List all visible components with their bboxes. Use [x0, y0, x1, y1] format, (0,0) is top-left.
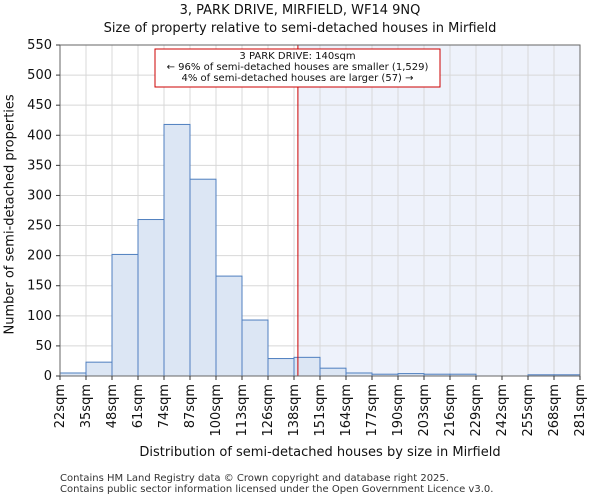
footer-copyright: Contains HM Land Registry data © Crown c… — [60, 473, 449, 484]
x-tick-label: 203sqm — [417, 384, 432, 437]
x-tick-label: 138sqm — [287, 384, 302, 437]
y-tick-label: 200 — [27, 249, 52, 264]
y-tick-label: 100 — [27, 309, 52, 324]
x-tick-label: 177sqm — [365, 384, 380, 437]
chart-title-line1: 3, PARK DRIVE, MIRFIELD, WF14 9NQ — [179, 3, 421, 18]
x-tick-label: 74sqm — [157, 384, 172, 428]
annotation-line1: 3 PARK DRIVE: 140sqm — [239, 51, 356, 62]
footer-licence: Contains public sector information licen… — [60, 484, 494, 495]
x-tick-label: 216sqm — [443, 384, 458, 437]
y-tick-label: 250 — [27, 219, 52, 234]
x-axis-label: Distribution of semi-detached houses by … — [139, 445, 501, 460]
x-tick-label: 87sqm — [183, 384, 198, 428]
x-tick-label: 48sqm — [105, 384, 120, 428]
highlight-region — [297, 45, 580, 376]
y-tick-label: 50 — [35, 339, 52, 354]
x-tick-label: 255sqm — [521, 384, 536, 437]
x-tick-label: 281sqm — [573, 384, 588, 437]
x-tick-label: 35sqm — [79, 384, 94, 428]
annotation-box — [154, 48, 441, 88]
chart-title-line2: Size of property relative to semi-detach… — [103, 21, 497, 36]
y-tick-label: 550 — [27, 38, 52, 53]
x-tick-label: 100sqm — [209, 384, 224, 437]
y-tick-label: 350 — [27, 158, 52, 173]
annotation-line2: ← 96% of semi-detached houses are smalle… — [166, 62, 429, 73]
x-tick-label: 151sqm — [313, 384, 328, 437]
x-tick-label: 22sqm — [53, 384, 68, 428]
x-tick-label: 242sqm — [495, 384, 510, 437]
y-tick-label: 450 — [27, 98, 52, 113]
y-tick-label: 300 — [27, 188, 52, 203]
x-tick-label: 190sqm — [391, 384, 406, 437]
y-axis-label-text: Number of semi-detached properties — [2, 94, 18, 335]
histogram-bar — [189, 178, 217, 377]
x-tick-label: 61sqm — [131, 384, 146, 428]
y-tick-label: 400 — [27, 128, 52, 143]
x-tick-label: 229sqm — [469, 384, 484, 437]
histogram-bar — [241, 319, 269, 377]
x-tick-label: 164sqm — [339, 384, 354, 437]
histogram-bar — [111, 253, 139, 377]
y-tick-label: 500 — [27, 68, 52, 83]
histogram-bar — [163, 123, 191, 377]
x-tick-label: 113sqm — [235, 384, 250, 437]
histogram-bar — [215, 275, 243, 377]
histogram-bar — [85, 361, 113, 377]
y-tick-label: 150 — [27, 279, 52, 294]
histogram-bar — [267, 358, 295, 377]
x-tick-label: 268sqm — [547, 384, 562, 437]
y-tick-label: 0 — [44, 369, 52, 384]
annotation-line3: 4% of semi-detached houses are larger (5… — [181, 73, 414, 84]
histogram-bar — [137, 219, 165, 377]
x-tick-label: 126sqm — [261, 384, 276, 437]
histogram-bar — [319, 367, 347, 377]
